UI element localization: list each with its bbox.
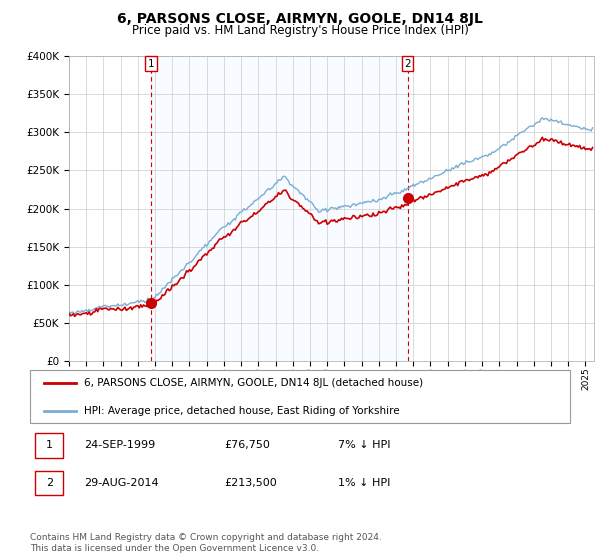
- Text: Price paid vs. HM Land Registry's House Price Index (HPI): Price paid vs. HM Land Registry's House …: [131, 24, 469, 37]
- Text: £76,750: £76,750: [224, 441, 270, 450]
- FancyBboxPatch shape: [30, 370, 570, 423]
- Text: 7% ↓ HPI: 7% ↓ HPI: [338, 441, 390, 450]
- Text: £213,500: £213,500: [224, 478, 277, 488]
- Text: Contains HM Land Registry data © Crown copyright and database right 2024.
This d: Contains HM Land Registry data © Crown c…: [30, 533, 382, 553]
- Text: 29-AUG-2014: 29-AUG-2014: [84, 478, 158, 488]
- Text: 2: 2: [46, 478, 53, 488]
- FancyBboxPatch shape: [35, 433, 64, 458]
- Text: 24-SEP-1999: 24-SEP-1999: [84, 441, 155, 450]
- Text: 6, PARSONS CLOSE, AIRMYN, GOOLE, DN14 8JL (detached house): 6, PARSONS CLOSE, AIRMYN, GOOLE, DN14 8J…: [84, 378, 423, 388]
- Text: 1% ↓ HPI: 1% ↓ HPI: [338, 478, 390, 488]
- Text: HPI: Average price, detached house, East Riding of Yorkshire: HPI: Average price, detached house, East…: [84, 406, 400, 416]
- FancyBboxPatch shape: [35, 470, 64, 495]
- Text: 1: 1: [148, 59, 154, 69]
- Text: 1: 1: [46, 441, 53, 450]
- Bar: [151, 56, 407, 361]
- Text: 2: 2: [404, 59, 411, 69]
- Text: 6, PARSONS CLOSE, AIRMYN, GOOLE, DN14 8JL: 6, PARSONS CLOSE, AIRMYN, GOOLE, DN14 8J…: [117, 12, 483, 26]
